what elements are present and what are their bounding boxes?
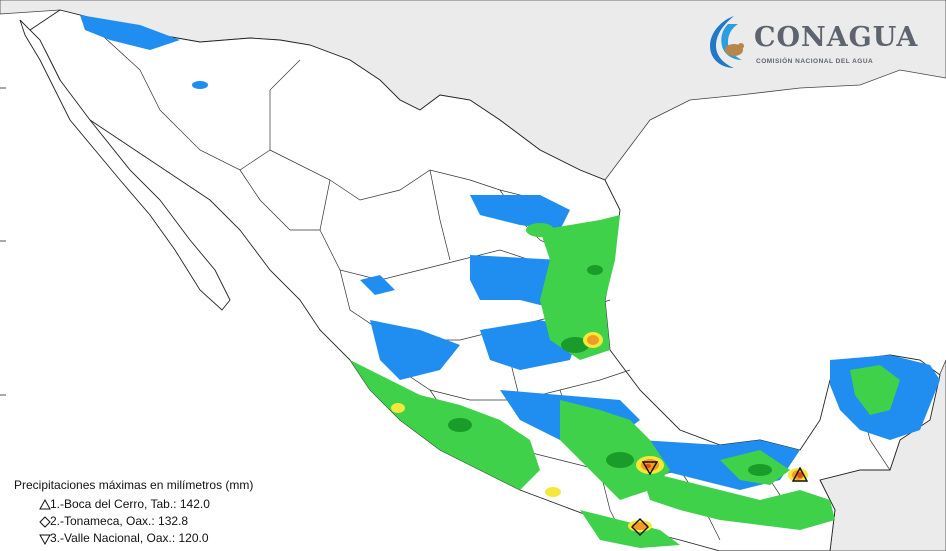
station-markers — [631, 461, 809, 536]
marker-boca-del-cerro — [791, 466, 809, 482]
conagua-logo: CONAGUA COMISIÓN NACIONAL DEL AGUA — [702, 14, 927, 72]
legend-item-label: 3.-Valle Nacional, Oax.: 120.0 — [50, 531, 209, 545]
diamond-icon — [39, 516, 51, 528]
rain-dark-green — [448, 265, 772, 476]
legend-item: 2.-Tonameca, Oax.: 132.8 — [14, 513, 334, 530]
legend-item-label: 2.-Tonameca, Oax.: 132.8 — [50, 514, 189, 528]
legend-item: 1.-Boca del Cerro, Tab.: 142.0 — [14, 496, 334, 513]
triangle-up-icon — [39, 498, 51, 510]
legend-item-label: 1.-Boca del Cerro, Tab.: 142.0 — [50, 497, 210, 511]
legend: Precipitaciones máximas en milímetros (m… — [14, 477, 334, 547]
logo-name: CONAGUA — [754, 22, 919, 53]
legend-item: 3.-Valle Nacional, Oax.: 120.0 — [14, 530, 334, 547]
rain-green — [350, 215, 900, 548]
logo-subtitle: COMISIÓN NACIONAL DEL AGUA — [756, 58, 874, 65]
marker-valle-nacional — [641, 461, 659, 476]
triangle-down-icon — [39, 534, 51, 546]
frame-ticks — [0, 87, 6, 396]
legend-title: Precipitaciones máximas en milímetros (m… — [14, 478, 254, 492]
marker-tonameca — [631, 518, 649, 536]
conagua-emblem-icon — [710, 16, 744, 68]
